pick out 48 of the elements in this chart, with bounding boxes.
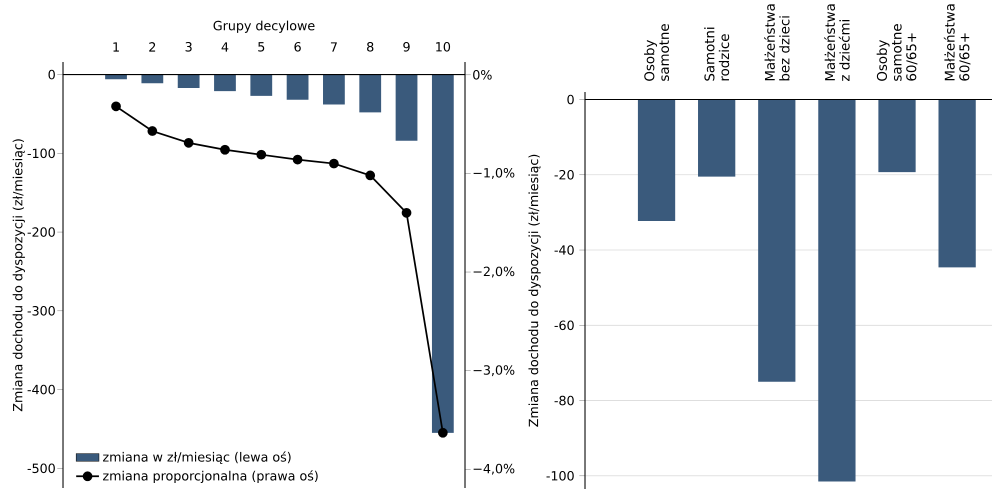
y-tick-label: -400 bbox=[28, 384, 55, 394]
x-tick-label: 1 bbox=[113, 42, 119, 52]
x-tick-label: 10 bbox=[436, 42, 450, 52]
y-tick-label: -100 bbox=[546, 471, 574, 481]
x-tick-label: Osoby samotne bbox=[644, 24, 670, 81]
point bbox=[438, 428, 448, 438]
x-tick-label: Samotni rodzice bbox=[704, 28, 730, 81]
x-tick-label: Małżeństwa bez dzieci bbox=[764, 4, 790, 80]
point bbox=[402, 208, 412, 218]
y2-tick-label: −1,0% bbox=[474, 168, 514, 179]
x-tick-label: Osoby samotne 60/65+ bbox=[876, 24, 918, 81]
x-tick-label: 9 bbox=[403, 42, 410, 52]
point bbox=[147, 126, 158, 136]
y-tick-label: -20 bbox=[554, 170, 574, 180]
x-tick-label: 5 bbox=[258, 42, 264, 52]
point bbox=[329, 158, 339, 168]
x-tick-label: 6 bbox=[294, 42, 301, 52]
y-tick-label: -40 bbox=[554, 245, 574, 255]
y-axis-title: Zmiana dochodu do dyspozycji (zł/miesiąc) bbox=[12, 139, 25, 412]
legend-label: zmiana proporcjonalna (prawa oś) bbox=[103, 470, 318, 484]
x-tick-label: 4 bbox=[222, 42, 228, 52]
x-tick-label: 8 bbox=[367, 42, 374, 52]
x-tick-label: 2 bbox=[149, 42, 156, 52]
x-tick-label: 7 bbox=[330, 42, 337, 52]
point bbox=[184, 138, 194, 148]
point bbox=[256, 150, 266, 160]
point bbox=[220, 144, 230, 155]
y-tick-label: -500 bbox=[28, 464, 55, 474]
x-axis-title: Grupy decylowe bbox=[214, 20, 315, 33]
y-axis-title: Zmiana dochodu do dyspozycji (zł/miesiąc) bbox=[528, 154, 541, 427]
point bbox=[365, 170, 376, 180]
y-tick-label: 0 bbox=[48, 70, 55, 80]
point bbox=[111, 101, 121, 112]
y-tick-label: -200 bbox=[28, 227, 55, 237]
x-tick-label: Małżeństwa z dziećmi bbox=[824, 4, 850, 82]
point bbox=[292, 154, 302, 164]
x-tick-label: 3 bbox=[186, 42, 192, 52]
y2-tick-label: −2,0% bbox=[474, 266, 514, 278]
y-tick-label: -300 bbox=[28, 306, 55, 316]
x-tick-label: Małżeństwa 60/65+ bbox=[944, 4, 970, 81]
y-tick-label: 0 bbox=[567, 94, 574, 104]
y2-tick-label: 0% bbox=[473, 70, 492, 80]
y-tick-label: -60 bbox=[554, 320, 574, 330]
legend-label: zmiana w zł/miesiąc (lewa oś) bbox=[103, 451, 291, 464]
y-tick-label: -80 bbox=[554, 396, 574, 406]
y2-tick-label: −3,0% bbox=[474, 365, 514, 376]
y2-tick-label: −4,0% bbox=[474, 464, 514, 475]
y-tick-label: -100 bbox=[28, 148, 55, 158]
